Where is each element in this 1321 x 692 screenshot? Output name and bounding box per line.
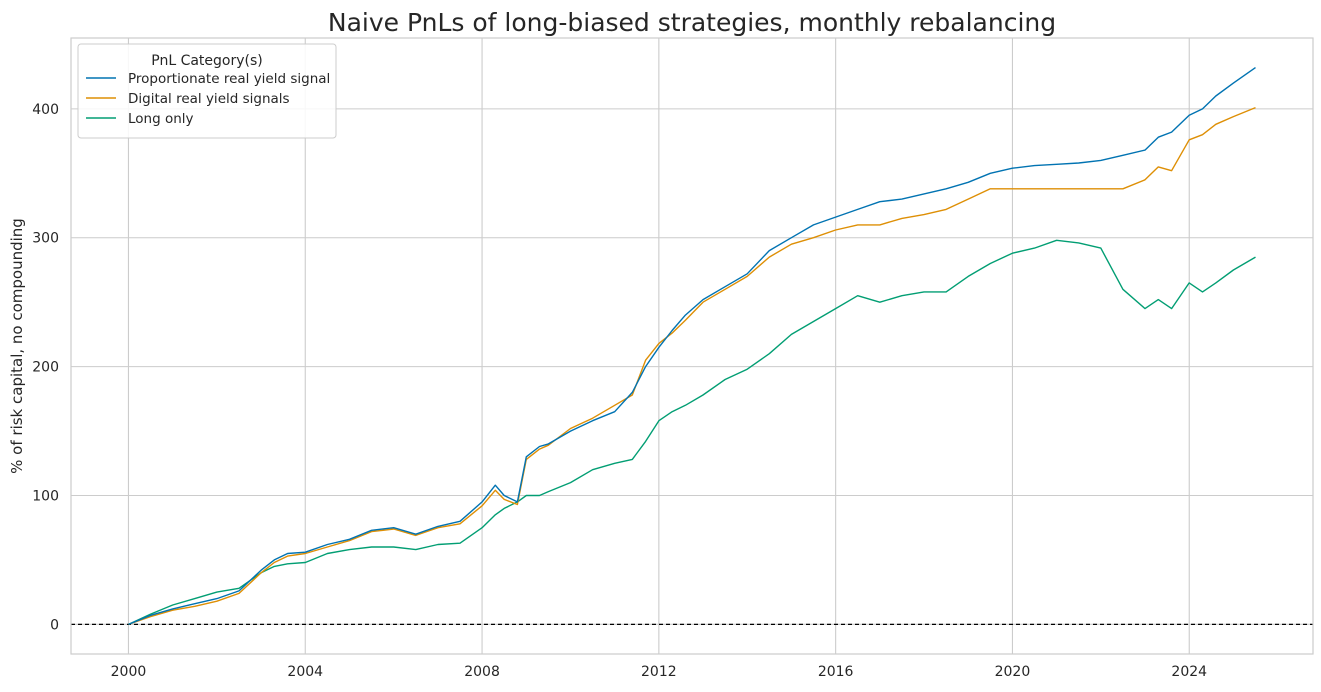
legend-box <box>77 43 337 139</box>
y-tick-label: 100 <box>32 488 59 504</box>
x-tick-label: 2012 <box>641 664 677 680</box>
series-line-3 <box>128 239 1256 626</box>
x-tick-label: 2008 <box>464 664 500 680</box>
legend-entries: Proportionate real yield signal Digital r… <box>86 71 330 127</box>
x-tick-label: 2020 <box>995 664 1031 680</box>
y-tick-labels: 0 100 200 300 400 <box>32 102 59 633</box>
series-lines <box>128 67 1256 626</box>
legend-label: Long only <box>128 111 194 127</box>
legend-title: PnL Category(s) <box>151 53 263 69</box>
x-tick-label: 2000 <box>111 664 147 680</box>
plot-frame <box>70 37 1314 655</box>
chart-title: Naive PnLs of long-biased strategies, mo… <box>328 8 1056 37</box>
x-tick-label: 2024 <box>1171 664 1207 680</box>
x-tick-label: 2016 <box>818 664 854 680</box>
legend-label: Digital real yield signals <box>128 91 290 107</box>
y-tick-label: 0 <box>50 617 59 633</box>
x-tick-label: 2004 <box>287 664 323 680</box>
y-tick-label: 400 <box>32 102 59 118</box>
y-tick-label: 300 <box>32 231 59 247</box>
x-tick-labels: 2000 2004 2008 2012 2016 2020 2024 <box>111 664 1208 680</box>
y-axis-label: % of risk capital, no compounding <box>8 218 26 474</box>
y-tick-label: 200 <box>32 360 59 376</box>
series-line-1 <box>128 67 1256 626</box>
legend-label: Proportionate real yield signal <box>128 71 330 87</box>
legend: PnL Category(s) Proportionate real yield… <box>77 43 337 139</box>
